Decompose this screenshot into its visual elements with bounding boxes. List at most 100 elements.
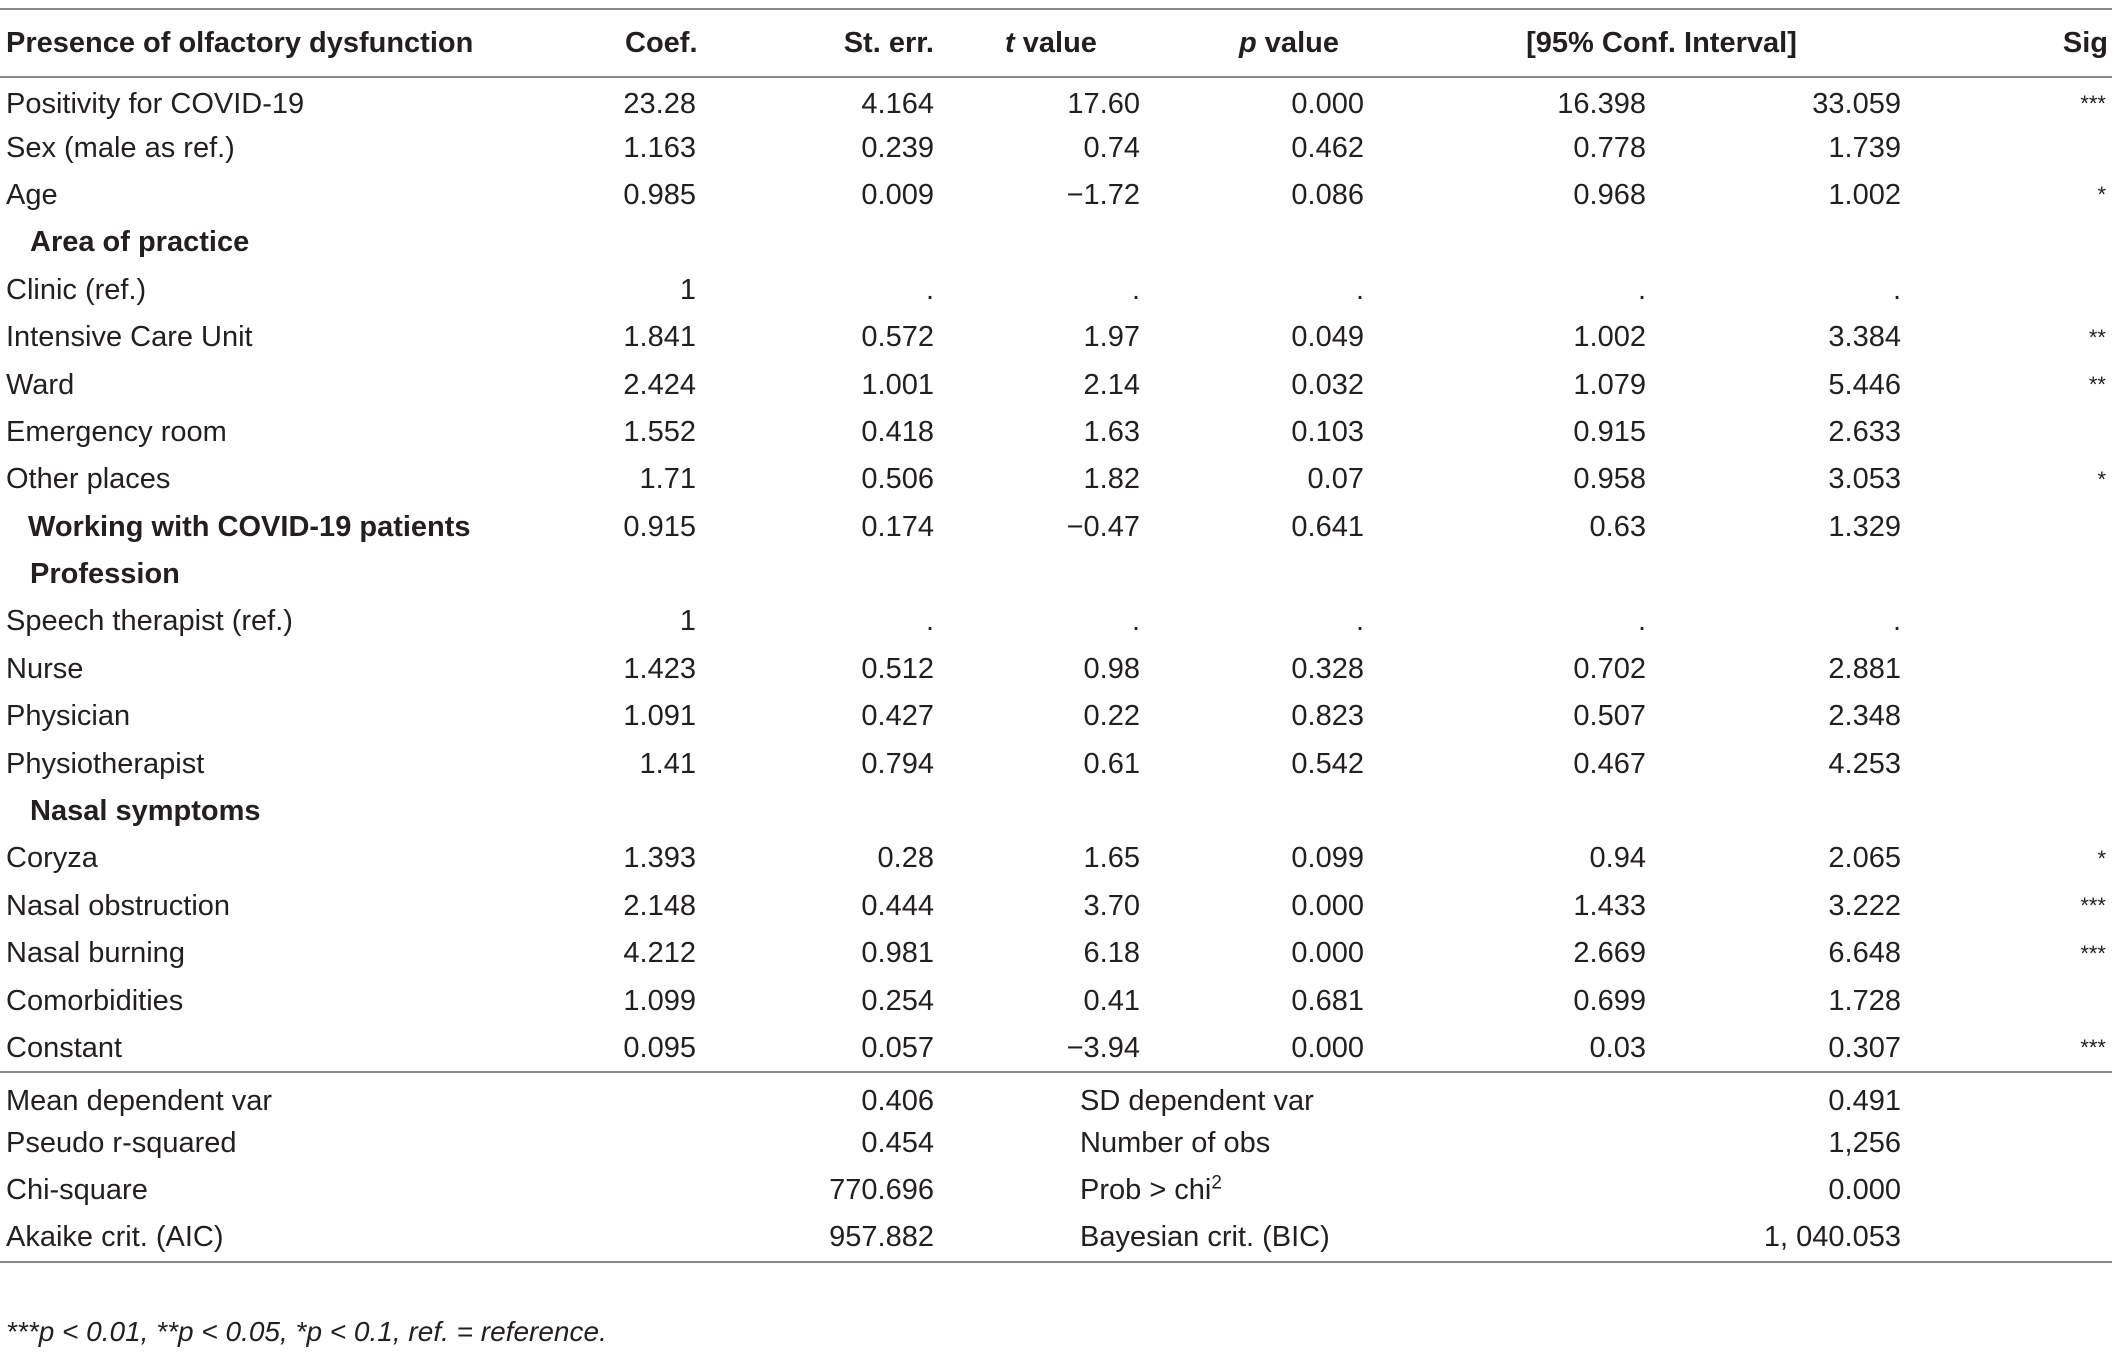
table-row: Clinic (ref.) 1..... bbox=[0, 267, 2112, 314]
cell-p-value: 0.542 bbox=[1291, 747, 1364, 780]
header-outcome: Presence of olfactory dysfunction bbox=[0, 8, 590, 78]
cell-ci-upper: 6.648 bbox=[1828, 937, 1901, 970]
cell-ci-upper: . bbox=[1892, 605, 1901, 638]
cell-p-value: 0.823 bbox=[1291, 700, 1364, 733]
row-label: Emergency room bbox=[6, 415, 227, 448]
stat-label: Mean dependent var bbox=[0, 1071, 710, 1120]
cell-p-value: 0.000 bbox=[1291, 937, 1364, 970]
table-header: Presence of olfactory dysfunction Coef. … bbox=[0, 8, 2112, 78]
cell-coef: 0.985 bbox=[623, 178, 696, 211]
stat-label-text: SD dependent var bbox=[1080, 1084, 1314, 1117]
cell-ci-upper: 2.633 bbox=[1828, 415, 1901, 448]
cell-t-value: 1.82 bbox=[1083, 463, 1140, 496]
stat-value: 957.882 bbox=[710, 1214, 940, 1263]
cell-ci-upper: 1.329 bbox=[1828, 510, 1901, 543]
cell-coef: 23.28 bbox=[623, 87, 696, 120]
row-label: Physician bbox=[6, 700, 131, 733]
group-header-row: Profession bbox=[0, 551, 2112, 598]
cell-coef: 2.424 bbox=[623, 368, 696, 401]
stat-value: 0.406 bbox=[710, 1071, 940, 1120]
cell-ci-lower: 16.398 bbox=[1557, 87, 1646, 120]
header-st-err: St. err. bbox=[710, 8, 940, 78]
cell-significance: * bbox=[2097, 845, 2106, 871]
cell-t-value: 1.63 bbox=[1083, 415, 1140, 448]
group-label: Area of practice bbox=[30, 226, 250, 259]
stat-spacer bbox=[1907, 1120, 2112, 1167]
row-label: Clinic (ref.) bbox=[6, 273, 147, 306]
table-row: Nasal obstruction 2.148 0.444 3.70 0.000 1.43… bbox=[0, 883, 2112, 930]
cell-p-value: . bbox=[1355, 605, 1364, 638]
cell-t-value: 6.18 bbox=[1083, 937, 1140, 970]
cell-coef: 1.393 bbox=[623, 842, 696, 875]
stat-row: Akaike crit. (AIC) 957.882 Bayesian crit. … bbox=[0, 1214, 2112, 1263]
cell-p-value: 0.000 bbox=[1291, 889, 1364, 922]
header-row: Presence of olfactory dysfunction Coef. … bbox=[0, 8, 2112, 78]
cell-st-err: 0.239 bbox=[861, 131, 934, 164]
cell-significance bbox=[1907, 409, 2112, 456]
cell-coef: 1.41 bbox=[639, 747, 696, 780]
cell-coef: 1 bbox=[679, 273, 696, 306]
stat-spacer bbox=[1416, 1167, 1652, 1214]
cell-ci-upper: 3.384 bbox=[1828, 321, 1901, 354]
cell-ci-lower: 0.03 bbox=[1589, 1031, 1646, 1064]
group-header-row: Nasal symptoms bbox=[0, 788, 2112, 835]
cell-t-value: 17.60 bbox=[1067, 87, 1140, 120]
cell-ci-lower: 1.002 bbox=[1573, 321, 1646, 354]
cell-p-value: 0.049 bbox=[1291, 321, 1364, 354]
cell-p-value: 0.032 bbox=[1291, 368, 1364, 401]
header-t-value: t value bbox=[940, 8, 1162, 78]
cell-significance: *** bbox=[2080, 1035, 2106, 1060]
cell-t-value: 0.61 bbox=[1083, 747, 1140, 780]
cell-t-value: 3.70 bbox=[1083, 889, 1140, 922]
table-row: Other places 1.71 0.506 1.82 0.07 0.958 3.053 * bbox=[0, 456, 2112, 503]
cell-t-value: 0.74 bbox=[1083, 131, 1140, 164]
header-p-value: p value bbox=[1162, 8, 1416, 78]
cell-ci-lower: 0.778 bbox=[1573, 131, 1646, 164]
stat-value: 0.000 bbox=[1828, 1174, 1901, 1207]
cell-p-value: 0.07 bbox=[1307, 463, 1364, 496]
cell-ci-upper: 2.065 bbox=[1828, 842, 1901, 875]
header-conf-interval: [95% Conf. Interval] bbox=[1416, 8, 1907, 78]
table-row: Comorbidities 1.099 0.254 0.41 0.681 0.699 1.7… bbox=[0, 977, 2112, 1024]
stat-spacer bbox=[1416, 1120, 1652, 1167]
cell-coef: 1.841 bbox=[623, 321, 696, 354]
cell-coef: 2.148 bbox=[623, 889, 696, 922]
cell-ci-lower: 0.968 bbox=[1573, 178, 1646, 211]
cell-st-err: 0.512 bbox=[861, 652, 934, 685]
cell-st-err: 0.572 bbox=[861, 321, 934, 354]
row-label: Sex (male as ref.) bbox=[6, 131, 235, 164]
row-label: Physiotherapist bbox=[6, 747, 205, 780]
cell-p-value: 0.103 bbox=[1291, 415, 1364, 448]
stat-value: 770.696 bbox=[829, 1174, 934, 1207]
cell-significance: * bbox=[2097, 466, 2106, 492]
row-label: Coryza bbox=[6, 842, 98, 875]
cell-coef: 1.091 bbox=[623, 700, 696, 733]
cell-significance: *** bbox=[2080, 893, 2106, 919]
cell-significance bbox=[1907, 693, 2112, 740]
cell-p-value: 0.328 bbox=[1291, 652, 1364, 685]
cell-st-err: 0.444 bbox=[861, 889, 934, 922]
table-footnote: ***p < 0.01, **p < 0.05, *p < 0.1, ref. … bbox=[6, 1316, 607, 1347]
table-row: Ward 2.424 1.001 2.14 0.032 1.079 5.446 ** bbox=[0, 361, 2112, 408]
table-row: Intensive Care Unit 1.841 0.572 1.97 0.049 1.… bbox=[0, 314, 2112, 361]
stat-label-text: Bayesian crit. (BIC) bbox=[1080, 1221, 1330, 1254]
cell-significance bbox=[1907, 598, 2112, 645]
cell-ci-lower: 1.433 bbox=[1573, 889, 1646, 922]
header-p-rest: value bbox=[1256, 26, 1339, 59]
cell-ci-lower: 0.958 bbox=[1573, 463, 1646, 496]
cell-p-value: 0.000 bbox=[1291, 87, 1364, 120]
cell-st-err: 0.28 bbox=[877, 842, 934, 875]
row-label: Speech therapist (ref.) bbox=[6, 605, 293, 638]
table-row: Positivity for COVID-19 23.28 4.164 17.60 0.… bbox=[0, 77, 2112, 124]
cell-ci-upper: 1.002 bbox=[1828, 178, 1901, 211]
row-label: Other places bbox=[6, 463, 171, 496]
group-label: Nasal symptoms bbox=[30, 795, 261, 828]
cell-significance bbox=[1907, 646, 2112, 693]
cell-p-value: 0.462 bbox=[1291, 131, 1364, 164]
cell-ci-lower: 0.507 bbox=[1573, 700, 1646, 733]
cell-significance bbox=[1907, 267, 2112, 314]
cell-coef: 1.423 bbox=[623, 652, 696, 685]
cell-significance bbox=[1907, 977, 2112, 1024]
row-label: Nasal burning bbox=[6, 937, 185, 970]
group-header-row: Area of practice bbox=[0, 219, 2112, 266]
